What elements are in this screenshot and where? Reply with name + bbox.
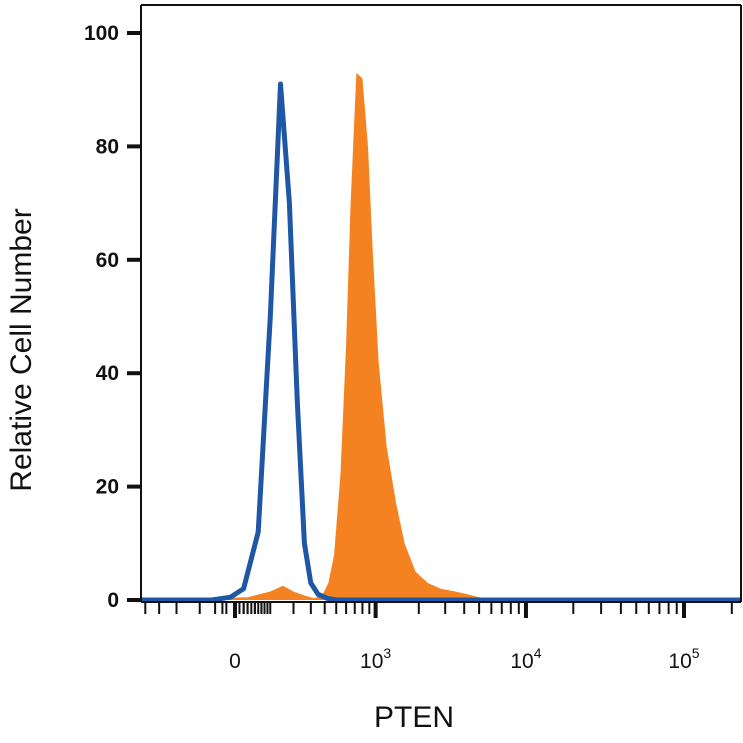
x-tick-label: 105 bbox=[668, 645, 699, 673]
y-tick-label: 20 bbox=[96, 476, 119, 499]
y-axis-label: Relative Cell Number bbox=[5, 208, 38, 491]
y-tick-label: 0 bbox=[107, 589, 119, 612]
y-tick-label: 60 bbox=[96, 249, 119, 272]
plot-area bbox=[141, 72, 741, 603]
y-tick-label: 100 bbox=[84, 22, 119, 45]
axes: 0 20 40 60 80 100 0 103 104 105 bbox=[84, 4, 742, 673]
x-tick-label: 103 bbox=[360, 645, 391, 673]
x-tick-label: 104 bbox=[510, 645, 541, 673]
x-axis-label: PTEN bbox=[374, 701, 454, 734]
isotype-histogram-line bbox=[141, 81, 741, 603]
y-tick-label: 40 bbox=[96, 362, 119, 385]
x-tick-label: 0 bbox=[229, 650, 241, 673]
y-tick-label: 80 bbox=[96, 135, 119, 158]
stained-histogram-area bbox=[141, 72, 741, 600]
